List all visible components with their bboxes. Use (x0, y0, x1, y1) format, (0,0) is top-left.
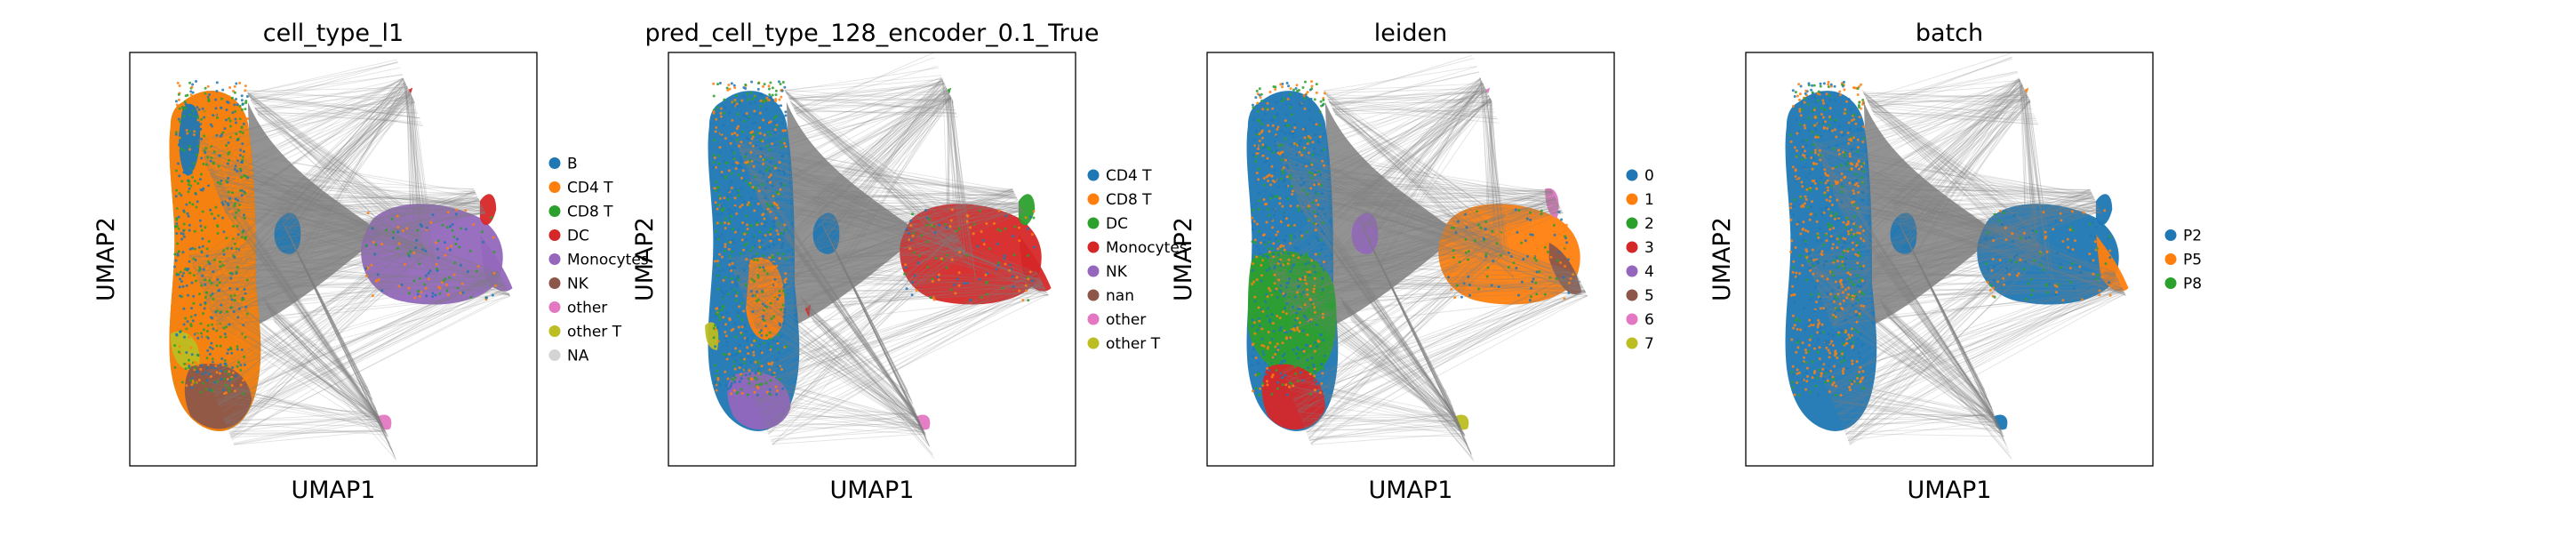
legend-marker (549, 253, 561, 265)
legend-marker (549, 157, 561, 169)
legend-marker (1627, 170, 1638, 181)
legend-label: 7 (1644, 335, 1654, 353)
legend-marker (549, 325, 561, 337)
legend-marker (1088, 242, 1100, 253)
legend-marker (1627, 266, 1638, 277)
legend-label: NK (1106, 263, 1128, 281)
plot-area (170, 60, 513, 460)
legend-marker (1088, 290, 1100, 301)
legend-marker (1627, 218, 1638, 229)
panel-title: cell_type_l1 (263, 20, 404, 47)
legend-marker (1627, 314, 1638, 325)
legend-label: CD4 T (567, 180, 613, 197)
plot-area (1247, 55, 1588, 461)
x-axis-label: UMAP1 (292, 477, 376, 504)
y-axis-label: UMAP2 (92, 217, 120, 301)
legend-label: 0 (1644, 167, 1654, 185)
legend-marker (1088, 170, 1100, 181)
legend-label: 2 (1644, 215, 1654, 233)
panel-title: batch (1916, 20, 1983, 47)
legend-marker (2165, 253, 2177, 265)
legend-label: B (567, 156, 578, 173)
legend: P2 P5 P8 (2165, 228, 2203, 293)
legend-marker (1627, 338, 1638, 349)
legend-marker (1627, 194, 1638, 205)
legend-marker (549, 349, 561, 361)
legend-marker (1088, 338, 1100, 349)
legend-label: other T (1106, 335, 1161, 353)
y-axis-label: UMAP2 (1170, 217, 1197, 301)
legend-label: 4 (1644, 263, 1654, 281)
legend-label: NA (567, 348, 589, 365)
legend-marker (1088, 266, 1100, 277)
legend-label: CD8 T (1106, 191, 1152, 209)
legend-marker (1088, 194, 1100, 205)
y-axis-label: UMAP2 (1708, 217, 1736, 301)
umap-panel-4: batch UMAP1 UMAP2 P2 P5 P8 (1708, 20, 2202, 504)
legend-label: P8 (2183, 276, 2202, 293)
legend-label: NK (567, 276, 589, 293)
legend-marker (549, 229, 561, 241)
legend-marker (549, 301, 561, 313)
x-axis-label: UMAP1 (1369, 477, 1453, 504)
cluster-region-5 (705, 322, 718, 349)
legend-label: P2 (2183, 228, 2202, 245)
legend-label: other (567, 300, 607, 317)
legend-label: 3 (1644, 239, 1654, 257)
umap-panel-3: leiden UMAP1 UMAP2 0 1 2 3 4 5 6 7 (1170, 20, 1654, 504)
y-axis-label: UMAP2 (631, 217, 659, 301)
x-axis-label: UMAP1 (830, 477, 915, 504)
legend-label: DC (567, 228, 589, 245)
legend-label: 5 (1644, 287, 1654, 305)
legend-marker (549, 277, 561, 289)
legend: 0 1 2 3 4 5 6 7 (1627, 167, 1654, 353)
legend-label: other T (567, 324, 622, 341)
legend-label: P5 (2183, 252, 2202, 269)
legend-label: DC (1106, 215, 1128, 233)
legend-marker (1627, 242, 1638, 253)
legend-marker (2165, 277, 2177, 289)
legend-label: 1 (1644, 191, 1654, 209)
legend-marker (2165, 229, 2177, 241)
panel-title: pred_cell_type_128_encoder_0.1_True (645, 20, 1100, 47)
legend-label: other (1106, 311, 1146, 329)
legend-marker (549, 205, 561, 217)
legend-marker (1088, 314, 1100, 325)
legend-marker (549, 181, 561, 193)
panel-title: leiden (1374, 20, 1447, 47)
legend-marker (1088, 218, 1100, 229)
umap-panel-2: pred_cell_type_128_encoder_0.1_True UMAP1… (631, 20, 1188, 504)
legend-label: nan (1106, 287, 1134, 305)
legend-label: CD8 T (567, 204, 613, 221)
legend-marker (1627, 290, 1638, 301)
plot-area (705, 53, 1051, 459)
x-axis-label: UMAP1 (1908, 477, 1992, 504)
plot-area (1786, 53, 2129, 459)
legend-label: 6 (1644, 311, 1654, 329)
legend-label: CD4 T (1106, 167, 1152, 185)
